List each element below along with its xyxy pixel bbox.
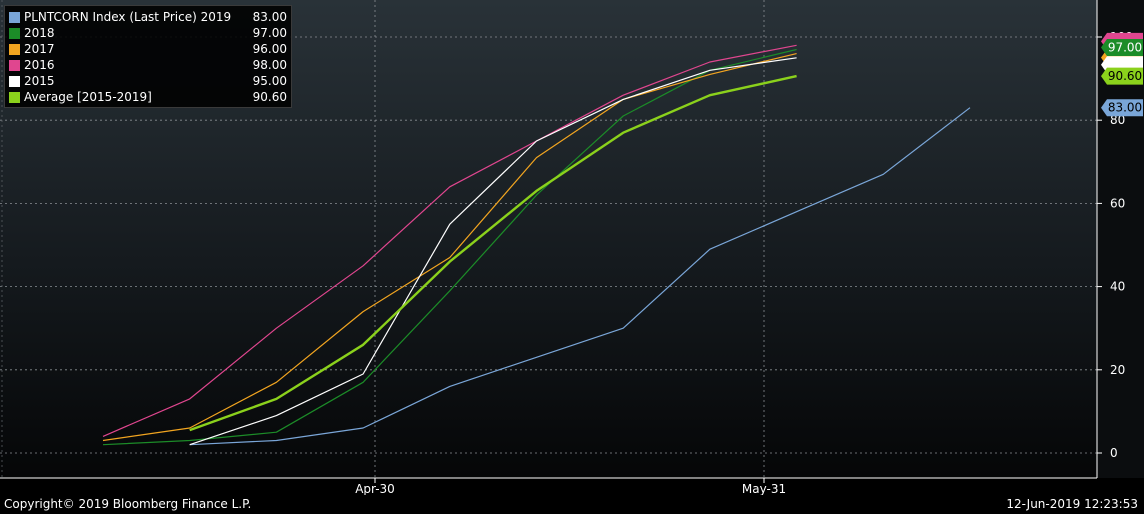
legend-swatch — [9, 27, 20, 39]
legend-item: 2016 98.00 — [9, 57, 287, 73]
y-tick-label: 20 — [1110, 363, 1125, 377]
value-flag-2: 83.00 — [1101, 99, 1143, 117]
series-line-0 — [189, 107, 971, 446]
legend-item: 2018 97.00 — [9, 25, 287, 41]
legend-item: 2015 95.00 — [9, 73, 287, 89]
y-tick-label: 40 — [1110, 280, 1125, 294]
legend-swatch — [9, 91, 20, 103]
series-line-3 — [102, 44, 797, 437]
legend-series-value: 95.00 — [252, 74, 287, 88]
legend: PLNTCORN Index (Last Price) 2019 83.00 201… — [4, 5, 292, 108]
value-flag-0: 97.00 — [1101, 38, 1143, 56]
copyright-text: Copyright© 2019 Bloomberg Finance L.P. — [4, 497, 252, 511]
series-line-1 — [102, 48, 797, 446]
legend-swatch — [9, 59, 20, 71]
x-tick-label: Apr-30 — [355, 482, 395, 495]
value-flag-2-shape — [1101, 99, 1143, 117]
value-flag-0-shape — [1101, 38, 1143, 56]
legend-swatch — [9, 11, 20, 23]
legend-series-value: 90.60 — [252, 90, 287, 104]
legend-series-name: 2017 — [24, 42, 55, 56]
legend-series-name: 2016 — [24, 58, 55, 72]
series-line-5 — [189, 74, 797, 432]
value-flag-1-text: 90.60 — [1108, 69, 1142, 83]
legend-swatch — [9, 43, 20, 55]
legend-series-value: 97.00 — [252, 26, 287, 40]
footer: Copyright© 2019 Bloomberg Finance L.P. 1… — [0, 495, 1144, 514]
series-line-4 — [189, 57, 797, 446]
legend-series-value: 96.00 — [252, 42, 287, 56]
legend-swatch — [9, 75, 20, 87]
value-flag-2-text: 83.00 — [1108, 101, 1142, 115]
value-flag-1-shape — [1101, 67, 1143, 85]
legend-series-name: Average [2015-2019] — [24, 90, 152, 104]
legend-series-name: PLNTCORN Index (Last Price) 2019 — [24, 10, 232, 24]
y-tick-label: 80 — [1110, 113, 1125, 127]
legend-item: PLNTCORN Index (Last Price) 2019 83.00 — [9, 9, 287, 25]
legend-series-value: 83.00 — [252, 10, 287, 24]
y-tick-label: 60 — [1110, 196, 1125, 210]
legend-item: 2017 96.00 — [9, 41, 287, 57]
y-tick-label: 0 — [1110, 446, 1118, 460]
x-tick-label: May-31 — [742, 482, 786, 495]
series-line-2 — [102, 53, 797, 442]
timestamp-text: 12-Jun-2019 12:23:53 — [1006, 497, 1138, 511]
value-flag-1: 90.60 — [1101, 67, 1143, 85]
legend-series-name: 2015 — [24, 74, 55, 88]
legend-series-value: 98.00 — [252, 58, 287, 72]
value-flag-0-text: 97.00 — [1108, 40, 1142, 54]
legend-item: Average [2015-2019] 90.60 — [9, 89, 287, 105]
legend-series-name: 2018 — [24, 26, 55, 40]
